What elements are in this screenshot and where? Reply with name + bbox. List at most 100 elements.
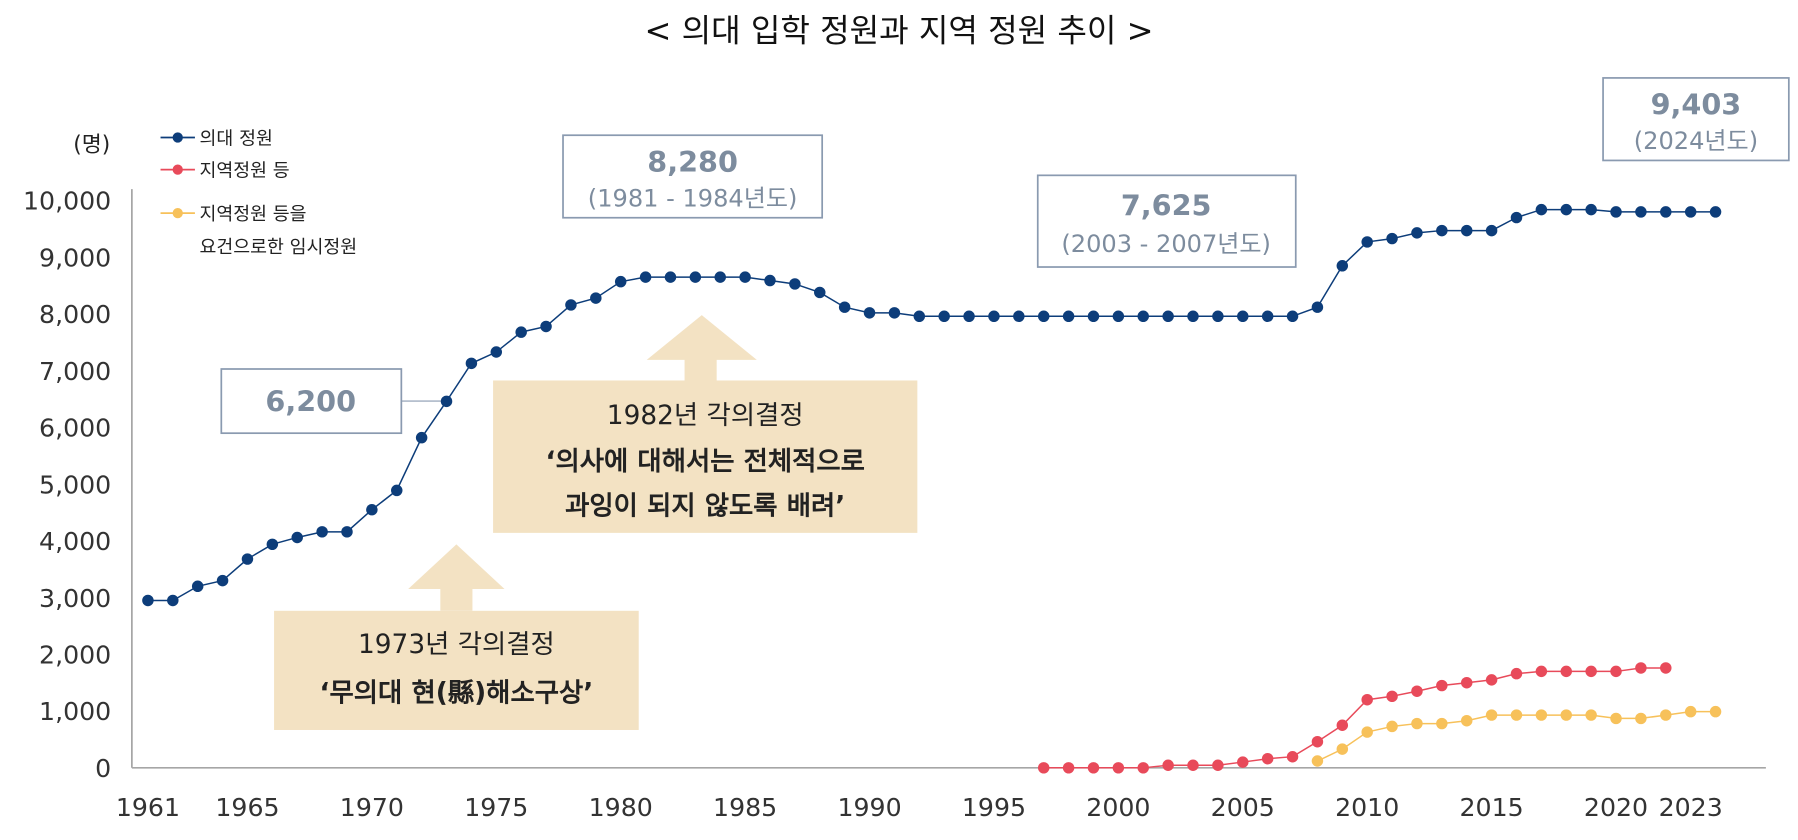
callout-text: 1973년 각의결정 bbox=[358, 630, 555, 660]
data-point bbox=[1709, 705, 1722, 718]
value-label: 8,280 bbox=[647, 145, 738, 179]
y-tick-label: 1,000 bbox=[39, 697, 111, 726]
data-point bbox=[1535, 709, 1548, 721]
data-point bbox=[1062, 310, 1075, 322]
data-point bbox=[565, 299, 577, 311]
data-point bbox=[142, 594, 154, 607]
data-point bbox=[789, 278, 801, 290]
x-tick-label: 2000 bbox=[1086, 793, 1150, 822]
legend-marker-red bbox=[172, 164, 183, 175]
data-point bbox=[988, 310, 1000, 322]
data-point bbox=[1336, 743, 1349, 755]
series-1 bbox=[1037, 662, 1672, 774]
data-point bbox=[1684, 705, 1697, 718]
data-point bbox=[1336, 260, 1349, 272]
y-tick-label: 7,000 bbox=[39, 357, 111, 386]
data-point bbox=[1709, 206, 1722, 218]
legend-marker-yellow bbox=[172, 207, 183, 219]
arrow-up-icon bbox=[646, 315, 757, 381]
data-point bbox=[1187, 310, 1199, 322]
data-point bbox=[1062, 762, 1075, 774]
data-point bbox=[1037, 762, 1050, 774]
data-point bbox=[465, 357, 478, 370]
x-tick-label: 2015 bbox=[1460, 793, 1524, 822]
period-label: (2024년도) bbox=[1634, 127, 1758, 155]
data-point bbox=[341, 526, 353, 538]
legend-label: 지역정원 등을 bbox=[200, 204, 307, 225]
data-point bbox=[1436, 717, 1448, 730]
data-point bbox=[1660, 709, 1672, 721]
data-point bbox=[614, 275, 627, 288]
x-tick-label: 1995 bbox=[962, 793, 1026, 822]
data-point bbox=[1535, 203, 1548, 216]
value-label: 7,625 bbox=[1121, 188, 1212, 222]
data-point bbox=[1162, 759, 1174, 771]
data-point bbox=[1460, 676, 1473, 689]
label-7625: 7,625 (2003 - 2007년도) bbox=[1036, 174, 1297, 268]
data-point bbox=[1485, 224, 1498, 237]
data-point bbox=[540, 320, 552, 333]
y-tick-label: 2,000 bbox=[39, 641, 111, 670]
data-point bbox=[1436, 679, 1448, 692]
data-point bbox=[1237, 756, 1249, 768]
value-label: 6,200 bbox=[265, 384, 356, 418]
callout-text: ‘무의대 현(縣)해소구상’ bbox=[320, 678, 594, 708]
x-tick-label: 1970 bbox=[340, 793, 404, 822]
data-point bbox=[1411, 717, 1423, 730]
value-label: 9,403 bbox=[1651, 88, 1742, 122]
data-point bbox=[1585, 709, 1597, 721]
data-point bbox=[689, 271, 702, 283]
legend-label: 의대 정원 bbox=[200, 128, 273, 149]
period-label: (1981 - 1984년도) bbox=[588, 184, 798, 212]
data-point bbox=[1087, 310, 1100, 322]
data-point bbox=[1137, 310, 1149, 322]
data-point bbox=[1411, 685, 1423, 697]
series-line bbox=[1043, 667, 1666, 769]
data-point bbox=[664, 271, 677, 283]
data-point bbox=[1585, 665, 1597, 678]
x-tick-label: 1990 bbox=[837, 793, 901, 822]
data-point bbox=[1460, 714, 1473, 727]
data-point bbox=[1635, 206, 1647, 218]
data-point bbox=[1286, 310, 1299, 322]
data-point bbox=[291, 531, 303, 544]
data-point bbox=[1112, 310, 1125, 322]
data-point bbox=[1510, 709, 1523, 721]
callout-1973: 1973년 각의결정 ‘무의대 현(縣)해소구상’ bbox=[274, 544, 639, 730]
series-line bbox=[147, 208, 1716, 602]
data-point bbox=[266, 538, 279, 551]
data-point bbox=[1361, 236, 1373, 248]
data-point bbox=[167, 594, 179, 607]
data-point bbox=[1261, 752, 1274, 765]
data-point bbox=[590, 292, 602, 304]
data-point bbox=[1187, 759, 1199, 771]
data-point bbox=[1361, 726, 1373, 738]
data-point bbox=[1037, 310, 1050, 322]
data-point bbox=[639, 271, 652, 283]
x-tick-label: 2023 bbox=[1659, 793, 1723, 822]
y-tick-label: 4,000 bbox=[39, 527, 111, 556]
callout-1982: 1982년 각의결정 ‘의사에 대해서는 전체적으로 과잉이 되지 않도록 배려… bbox=[493, 315, 918, 533]
legend-label: 지역정원 등 bbox=[200, 160, 290, 181]
data-point bbox=[1485, 709, 1498, 721]
y-tick-label: 6,000 bbox=[39, 414, 111, 443]
data-point bbox=[490, 346, 503, 358]
data-point bbox=[1212, 759, 1224, 771]
y-axis-unit: (명) bbox=[73, 132, 110, 157]
arrow-up-icon bbox=[408, 544, 505, 611]
label-8280: 8,280 (1981 - 1984년도) bbox=[562, 134, 824, 219]
data-point bbox=[1510, 211, 1523, 224]
data-point bbox=[863, 307, 876, 319]
callout-text: ‘의사에 대해서는 전체적으로 bbox=[545, 447, 864, 477]
x-tick-label: 1985 bbox=[713, 793, 777, 822]
x-tick-label: 2020 bbox=[1584, 793, 1648, 822]
data-point bbox=[1560, 665, 1572, 678]
data-point bbox=[714, 271, 726, 283]
data-point bbox=[1212, 310, 1224, 322]
data-point bbox=[1311, 301, 1324, 313]
data-point bbox=[764, 274, 776, 287]
series-2 bbox=[1311, 705, 1722, 767]
data-point bbox=[1336, 719, 1349, 731]
data-point bbox=[1560, 203, 1572, 216]
